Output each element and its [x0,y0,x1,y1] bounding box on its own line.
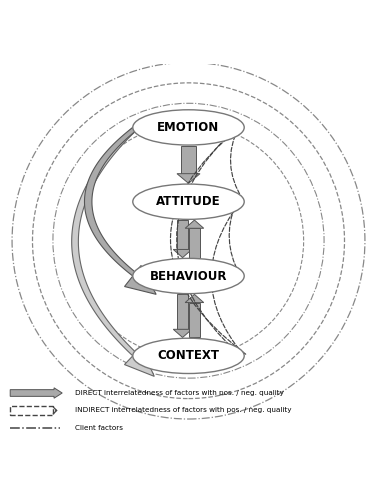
Ellipse shape [133,184,244,220]
Text: Client factors: Client factors [75,424,123,430]
Bar [189,302,200,338]
Text: EMOTION: EMOTION [157,121,220,134]
Bar [177,294,188,330]
Ellipse shape [133,110,244,145]
Ellipse shape [133,338,244,374]
Polygon shape [173,250,192,258]
Polygon shape [84,128,140,276]
Polygon shape [124,347,154,376]
Polygon shape [124,266,156,294]
Polygon shape [185,220,204,228]
Text: BEHAVIOUR: BEHAVIOUR [150,270,227,282]
Bar [177,220,188,250]
Polygon shape [72,128,139,356]
Text: DIRECT interrelatedness of factors with pos. / neg. quality: DIRECT interrelatedness of factors with … [75,390,284,396]
Polygon shape [177,174,200,184]
Bar [189,228,200,258]
Bar [10,406,53,415]
Bar [181,146,196,174]
Text: ATTITUDE: ATTITUDE [156,195,221,208]
FancyArrow shape [10,388,62,398]
Polygon shape [173,330,192,338]
Ellipse shape [133,258,244,294]
Text: CONTEXT: CONTEXT [158,350,219,362]
Text: INDIRECT interrelatedness of factors with pos. / neg. quality: INDIRECT interrelatedness of factors wit… [75,408,292,414]
Polygon shape [185,294,204,302]
